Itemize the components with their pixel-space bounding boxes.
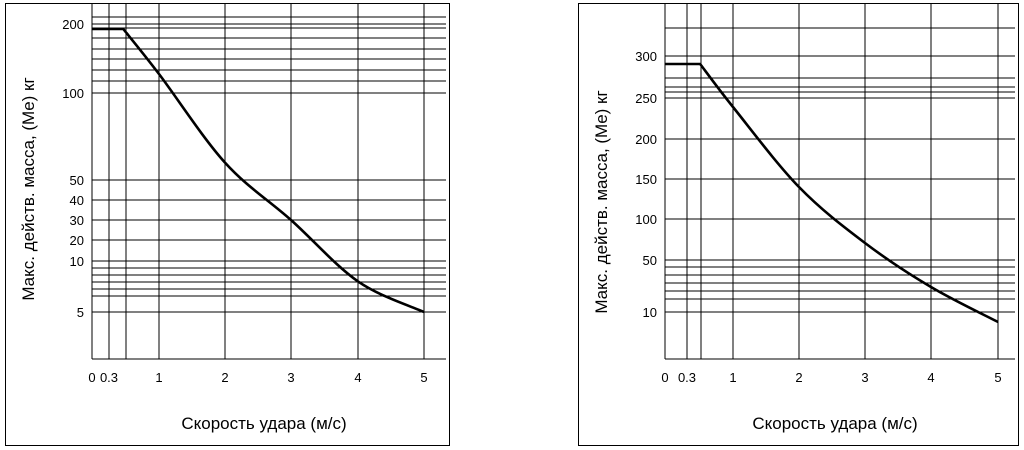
y-tick-label-250: 250 [635, 91, 657, 106]
data-curve-Me [92, 27, 425, 314]
x-tick-label-0-3: 0.3 [100, 370, 118, 385]
grid [91, 4, 446, 359]
y-tick-label-300: 300 [635, 49, 657, 64]
x-tick-label-4: 4 [354, 370, 361, 385]
y-tick-label-10: 10 [70, 254, 84, 269]
x-tick-label-0: 0 [88, 370, 95, 385]
y-axis-title: Макс. действ. масса, (Me) кг [592, 90, 611, 313]
chart-panel-right: 300 250 200 150 100 50 10 0 0.3 1 2 3 4 5 Скорость уда… [578, 3, 1019, 446]
x-tick-label-4: 4 [927, 370, 934, 385]
y-tick-label-150: 150 [635, 172, 657, 187]
y-tick-label-20: 20 [70, 233, 84, 248]
grid [664, 4, 1015, 359]
x-tick-label-0: 0 [661, 370, 668, 385]
x-tick-label-1: 1 [155, 370, 162, 385]
chart-panel-left: 200 100 50 40 30 20 10 5 0 0.3 1 2 3 4 5 Скорость удара… [5, 3, 450, 446]
x-tick-label-2: 2 [221, 370, 228, 385]
y-tick-label-100: 100 [635, 212, 657, 227]
x-tick-label-5: 5 [994, 370, 1001, 385]
y-tick-label-10: 10 [643, 305, 657, 320]
y-tick-label-50: 50 [70, 173, 84, 188]
x-tick-label-5: 5 [420, 370, 427, 385]
y-tick-label-40: 40 [70, 193, 84, 208]
y-tick-label-50: 50 [643, 253, 657, 268]
y-tick-label-30: 30 [70, 213, 84, 228]
y-tick-label-100: 100 [62, 86, 84, 101]
x-tick-label-1: 1 [729, 370, 736, 385]
x-tick-label-3: 3 [861, 370, 868, 385]
x-tick-label-2: 2 [795, 370, 802, 385]
x-tick-label-0-3: 0.3 [678, 370, 696, 385]
data-curve-Me [665, 62, 999, 324]
x-axis-title: Скорость удара (м/с) [752, 414, 917, 433]
y-tick-label-200: 200 [635, 132, 657, 147]
y-tick-label-200: 200 [62, 17, 84, 32]
x-tick-label-3: 3 [287, 370, 294, 385]
y-axis-title: Макс. действ. масса, (Me) кг [19, 77, 38, 300]
x-axis-title: Скорость удара (м/с) [181, 414, 346, 433]
y-tick-label-5: 5 [77, 305, 84, 320]
